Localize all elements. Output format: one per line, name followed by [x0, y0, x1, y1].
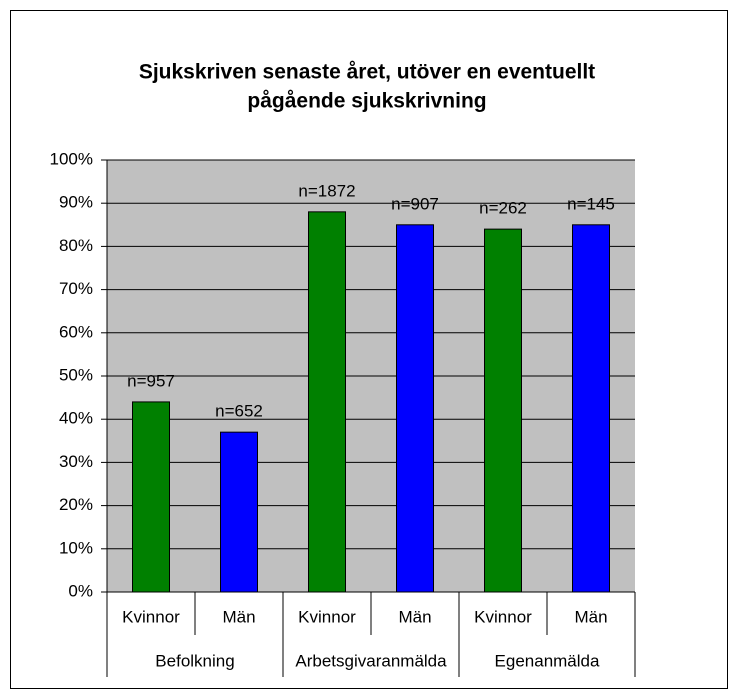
bar-annotation: n=145 [567, 194, 615, 213]
bar [572, 224, 610, 593]
x-tick-label: Kvinnor [122, 607, 180, 626]
y-tick-label: 70% [59, 279, 93, 298]
bar-annotation: n=957 [127, 371, 175, 390]
bar-annotation: n=907 [391, 194, 439, 213]
bar [484, 228, 522, 593]
y-tick-label: 10% [59, 538, 93, 557]
x-tick-label: Män [398, 607, 431, 626]
y-tick-label: 90% [59, 193, 93, 212]
y-tick-label: 50% [59, 365, 93, 384]
bar [396, 224, 434, 593]
bar-annotation: n=652 [215, 402, 263, 421]
bar [220, 431, 258, 593]
y-tick-label: 40% [59, 409, 93, 428]
y-tick-label: 20% [59, 495, 93, 514]
group-label: Befolkning [155, 651, 234, 670]
x-tick-label: Kvinnor [298, 607, 356, 626]
y-tick-label: 30% [59, 452, 93, 471]
bar [132, 401, 170, 593]
y-tick-label: 80% [59, 236, 93, 255]
x-tick-label: Kvinnor [474, 607, 532, 626]
chart-title: pågående sjukskrivning [247, 90, 486, 113]
y-tick-label: 100% [50, 149, 93, 168]
x-tick-label: Män [574, 607, 607, 626]
group-label: Egenanmälda [495, 651, 600, 670]
y-tick-label: 60% [59, 322, 93, 341]
group-label: Arbetsgivaranmälda [295, 651, 447, 670]
bar-annotation: n=262 [479, 199, 527, 218]
bar [308, 211, 346, 593]
chart-title: Sjukskriven senaste året, utöver en even… [139, 61, 595, 84]
x-tick-label: Män [222, 607, 255, 626]
bar-annotation: n=1872 [298, 181, 355, 200]
y-tick-label: 0% [68, 581, 93, 600]
